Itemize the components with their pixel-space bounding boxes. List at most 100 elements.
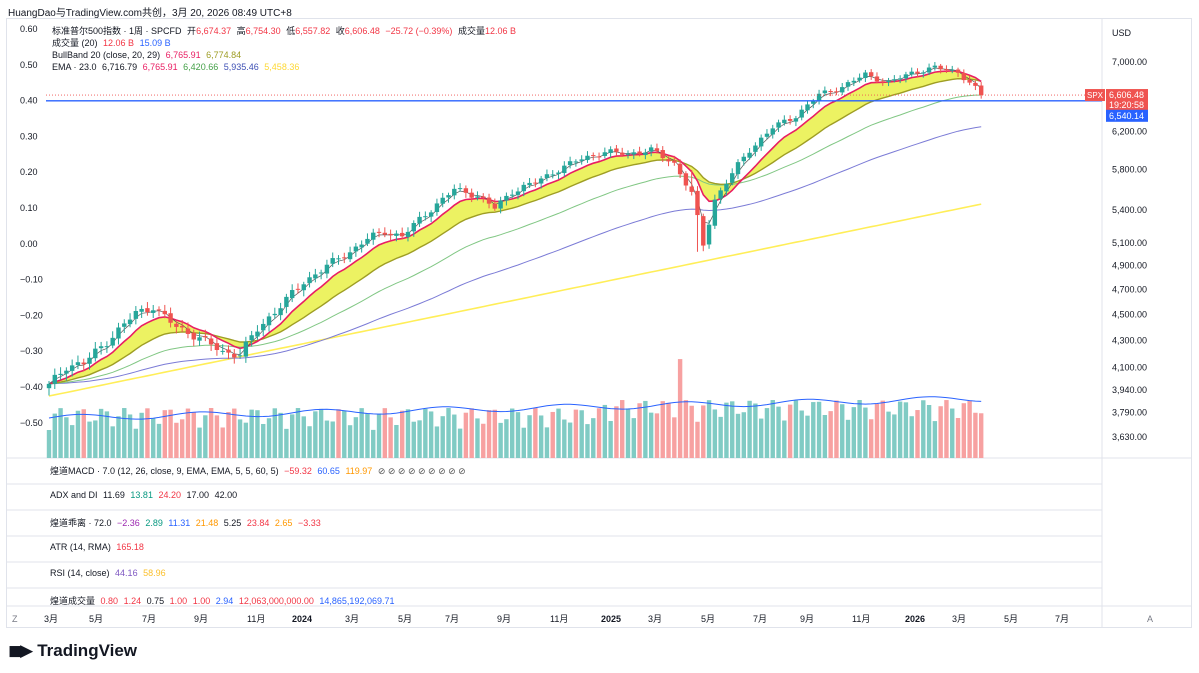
candle-body bbox=[208, 338, 214, 345]
volume-bar bbox=[805, 415, 810, 458]
volume-bar bbox=[261, 423, 266, 458]
volume-legend[interactable]: 成交量 (20) 12.06 B 15.09 B bbox=[52, 38, 171, 48]
volume-bar bbox=[816, 401, 822, 458]
candle-body bbox=[428, 212, 434, 217]
volume-bar bbox=[457, 428, 463, 458]
candle-body bbox=[481, 196, 486, 198]
candle-body bbox=[151, 310, 156, 313]
volume-bar bbox=[851, 407, 857, 458]
x-tick-label: 2024 bbox=[292, 614, 312, 624]
volume-bar bbox=[330, 421, 335, 458]
candle-body bbox=[179, 325, 185, 328]
volume-bar bbox=[301, 416, 306, 458]
volume-bar bbox=[208, 408, 214, 458]
volume-bar bbox=[515, 412, 521, 458]
volume-bar bbox=[318, 408, 324, 458]
volume-bar bbox=[52, 413, 57, 458]
candle-body bbox=[932, 65, 938, 68]
candle-body bbox=[585, 155, 590, 161]
candle-body bbox=[591, 155, 596, 157]
volume-bar bbox=[718, 416, 723, 458]
volume-bar bbox=[399, 410, 405, 458]
volume-bar bbox=[481, 423, 486, 458]
chart-header: HuangDao与TradingView.com共创，3月 20, 2026 0… bbox=[8, 8, 292, 19]
y-left-tick-label: 0.00 bbox=[20, 239, 38, 249]
x-tick-label: 7月 bbox=[1055, 614, 1069, 624]
x-tick-label: 3月 bbox=[648, 614, 662, 624]
candle-body bbox=[533, 182, 538, 184]
volume-bar bbox=[214, 415, 220, 458]
candle-body bbox=[863, 72, 868, 79]
volume-bar bbox=[255, 410, 260, 458]
volume-bar bbox=[677, 359, 683, 458]
candle-body bbox=[851, 80, 857, 83]
change-value: −25.72 (−0.39%) bbox=[385, 26, 453, 36]
main-legend: 标准普尔500指数 · 1周 · SPCFD 开6,674.37 高6,754.… bbox=[52, 25, 519, 73]
candle-body bbox=[556, 172, 561, 174]
volume-bar bbox=[782, 420, 787, 458]
candle-body bbox=[307, 277, 312, 284]
volume-bar bbox=[191, 412, 196, 458]
candle-body bbox=[926, 67, 932, 73]
volume-bar bbox=[608, 420, 613, 458]
volume-bar bbox=[741, 412, 746, 458]
volume-bar bbox=[735, 413, 741, 458]
ema-legend[interactable]: EMA · 23.0 6,716.79 6,765.91 6,420.66 5,… bbox=[52, 62, 300, 72]
open-label: 开 bbox=[187, 26, 197, 36]
candle-body bbox=[782, 119, 787, 124]
candle-body bbox=[718, 190, 723, 199]
volume-bar bbox=[724, 402, 729, 458]
candle-body bbox=[446, 195, 451, 198]
vol-label: 成交量 bbox=[457, 26, 485, 36]
candle-body bbox=[753, 145, 758, 152]
candle-body bbox=[301, 284, 306, 291]
volume-bar bbox=[764, 408, 770, 458]
y-left-tick-label: −0.10 bbox=[20, 275, 43, 285]
volume-bar bbox=[405, 409, 411, 458]
candle-body bbox=[232, 353, 237, 358]
candle-body bbox=[295, 288, 301, 290]
y-tick-label: 3,940.00 bbox=[1112, 385, 1147, 395]
currency-label[interactable]: USD bbox=[1112, 28, 1132, 38]
volume-bar bbox=[116, 416, 121, 458]
adx-pane-label[interactable]: ADX and DI 11.69 13.81 24.20 17.00 42.00 bbox=[50, 490, 238, 500]
volume-bar bbox=[573, 409, 579, 458]
volume-bar bbox=[504, 419, 509, 458]
bullband-legend[interactable]: BullBand 20 (close, 20, 29) 6,765.91 6,7… bbox=[52, 50, 242, 60]
candle-body bbox=[822, 90, 828, 94]
candle-body bbox=[457, 188, 463, 190]
volume-bar bbox=[643, 400, 648, 458]
volume-bar bbox=[376, 413, 382, 458]
volume-bar bbox=[556, 408, 561, 458]
y-left-tick-label: 0.20 bbox=[20, 167, 38, 177]
tradingview-logo[interactable]: ◼▶ TradingView bbox=[8, 641, 138, 660]
macd-pane-label[interactable]: 煌道MACD · 7.0 (12, 26, close, 9, EMA, EMA… bbox=[50, 466, 466, 476]
candle-body bbox=[608, 149, 613, 154]
candle-body bbox=[666, 159, 671, 162]
y-left-tick-label: 0.60 bbox=[20, 24, 38, 34]
line-price-badge-text: 6,540.14 bbox=[1109, 111, 1144, 121]
candle-body bbox=[677, 163, 683, 175]
y-tick-label: 3,790.00 bbox=[1112, 407, 1147, 417]
candle-body bbox=[365, 238, 370, 244]
candle-body bbox=[336, 258, 341, 260]
candle-body bbox=[278, 308, 283, 316]
candle-body bbox=[313, 274, 318, 279]
symbol-title[interactable]: 标准普尔500指数 · 1周 · SPCFD bbox=[52, 26, 182, 36]
rsi-pane-label[interactable]: RSI (14, close) 44.16 58.96 bbox=[50, 568, 166, 578]
y-left-tick-label: 0.30 bbox=[20, 131, 38, 141]
volume-bar bbox=[822, 414, 828, 458]
volume-bar bbox=[289, 414, 295, 458]
candle-body bbox=[405, 231, 411, 237]
candle-body bbox=[411, 223, 416, 232]
bias-pane-label[interactable]: 煌道乖离 · 72.0 −2.36 2.89 11.31 21.48 5.25 … bbox=[50, 518, 321, 528]
candle-body bbox=[648, 147, 654, 152]
atr-pane-label[interactable]: ATR (14, RMA) 165.18 bbox=[50, 542, 144, 552]
volume-bar bbox=[845, 419, 851, 458]
volume-bar bbox=[625, 408, 631, 458]
volume-bar bbox=[295, 408, 301, 458]
volume-bar bbox=[874, 403, 880, 458]
vol-pane-label[interactable]: 煌道成交量 0.80 1.24 0.75 1.00 1.00 2.94 12,0… bbox=[50, 596, 395, 606]
volume-bar bbox=[666, 402, 671, 458]
